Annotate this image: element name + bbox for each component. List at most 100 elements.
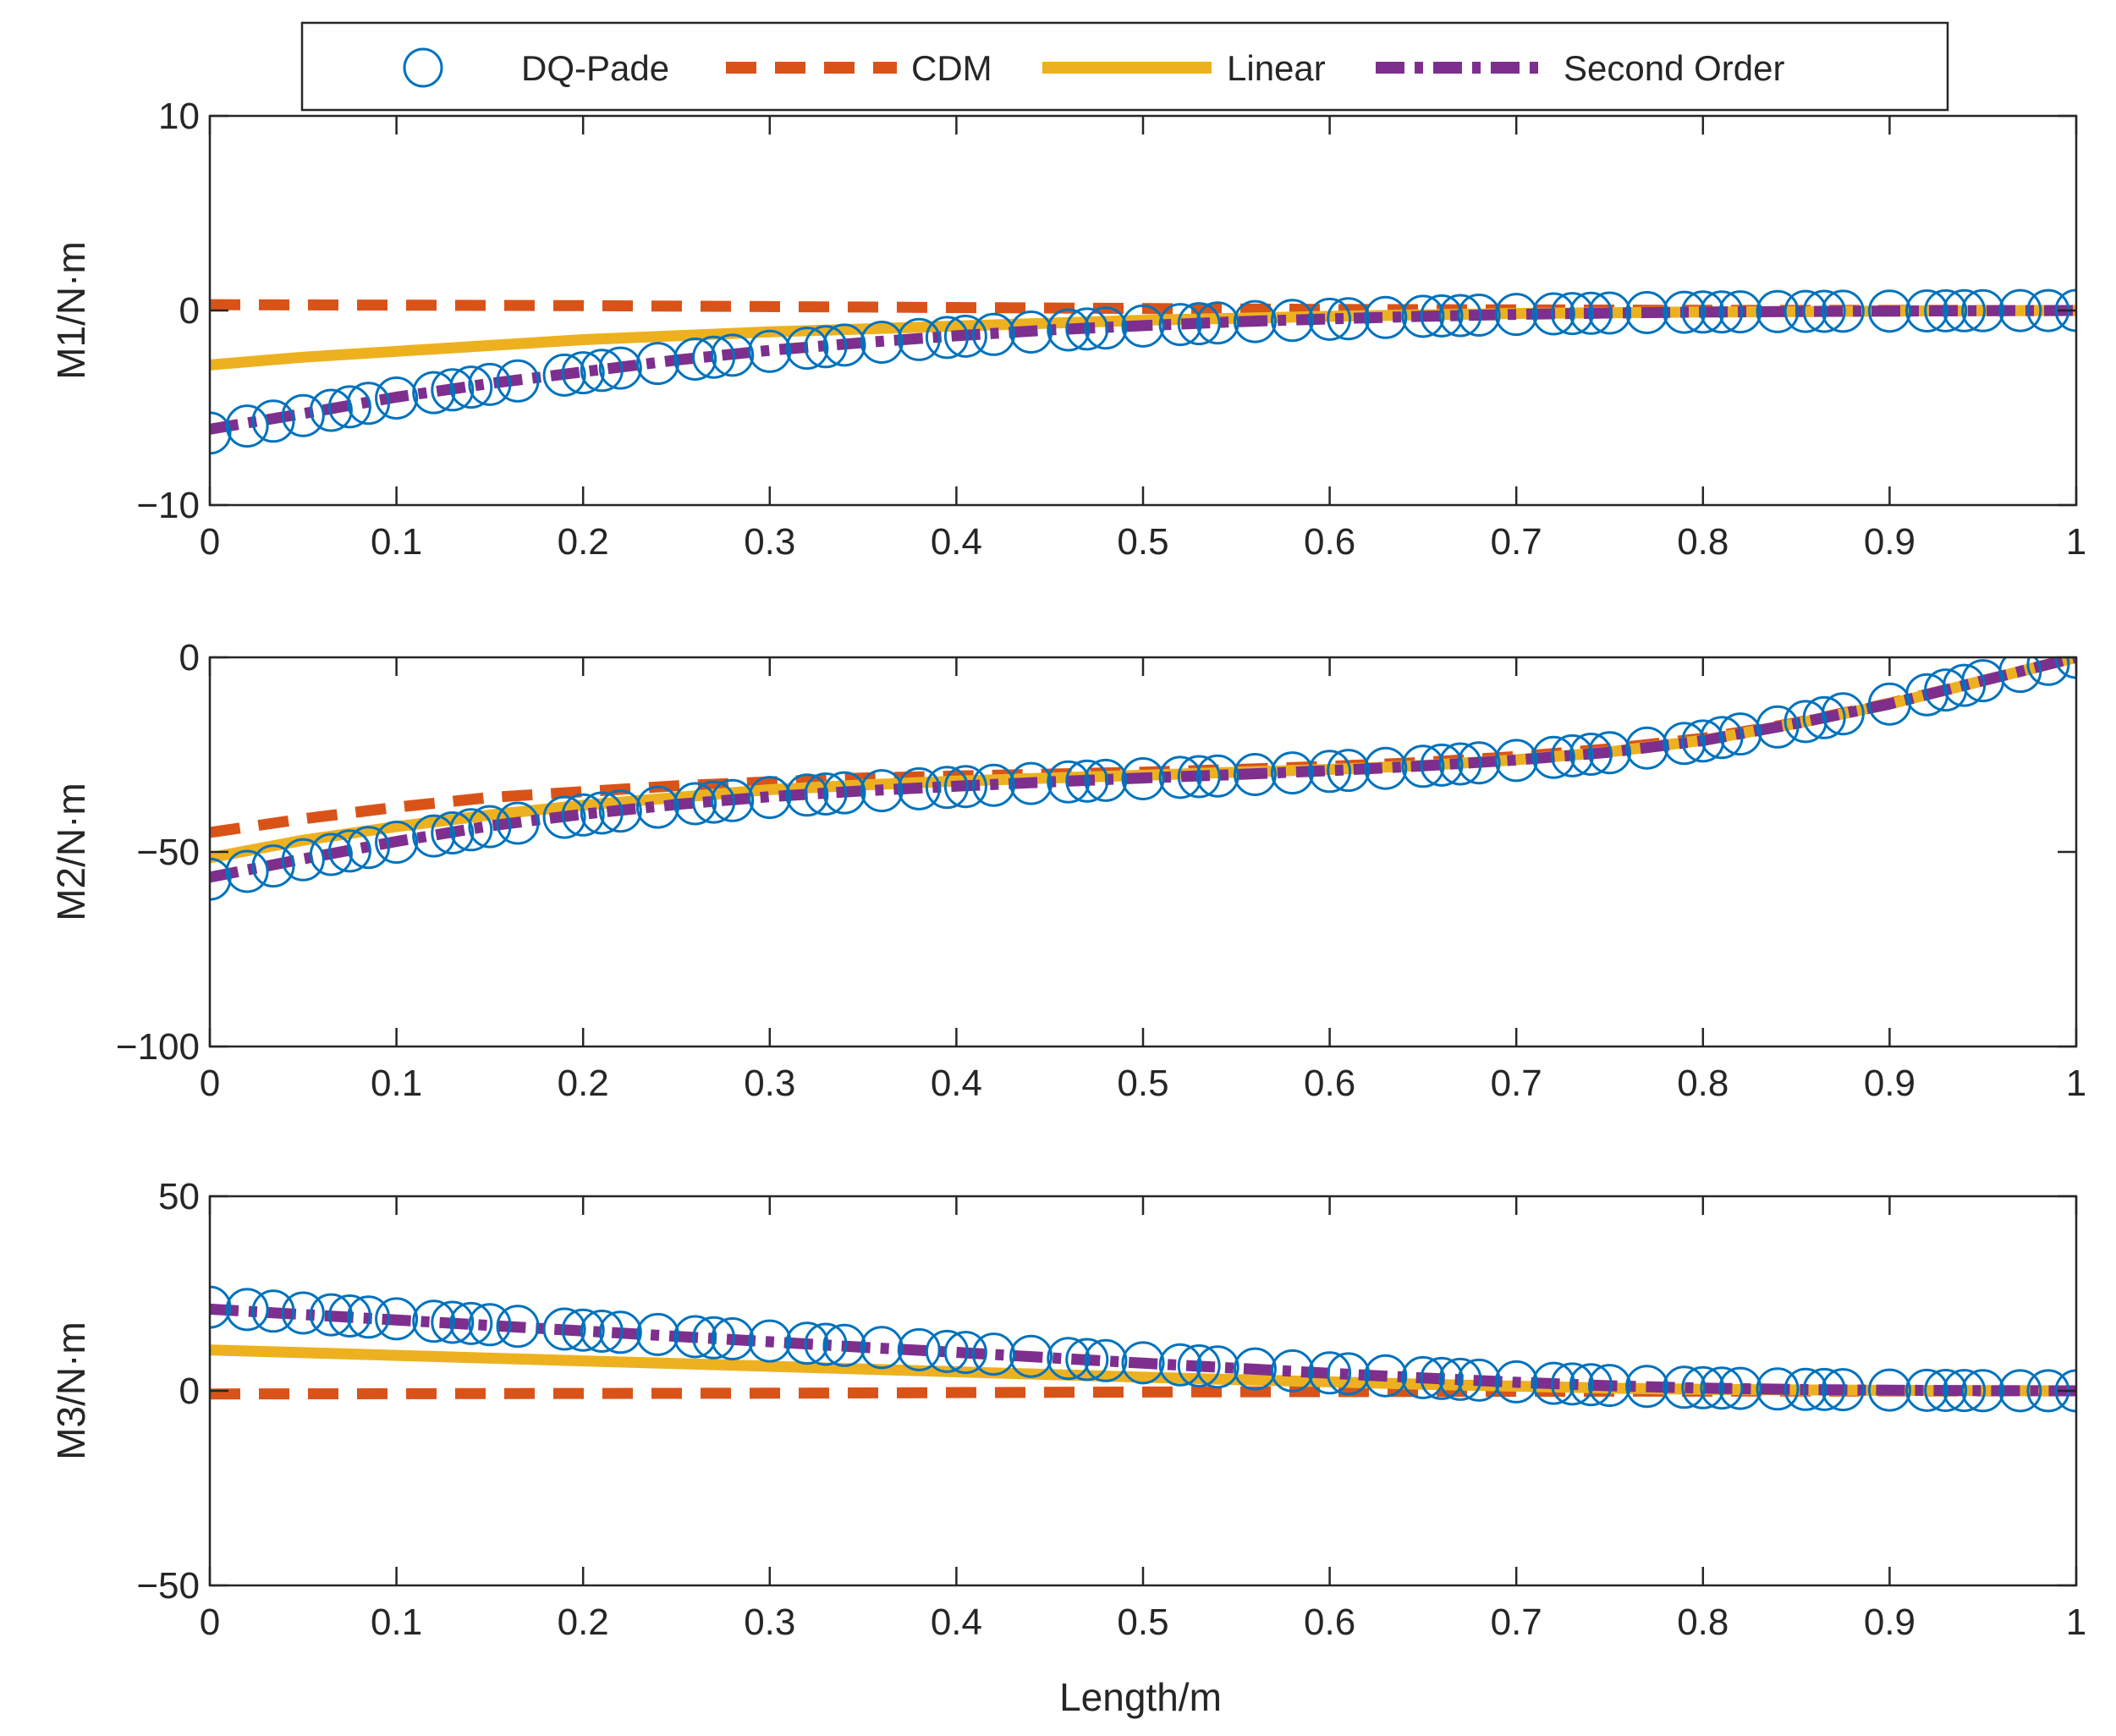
data-point-dq-pade [375,1297,419,1341]
x-tick-label: 0.4 [931,1601,982,1643]
data-point-dq-pade [347,1295,390,1339]
data-point-dq-pade [711,1317,755,1360]
data-point-dq-pade [1457,1358,1501,1402]
data-point-dq-pade [431,811,475,854]
subplot-3: 0 0.1 0.2 0.3 0.4 0.5 0.6 0.7 0.8 0.9 1−50050M3/N·… [49,1176,2086,1643]
data-point-dq-pade [542,353,586,397]
data-point-dq-pade [1961,1369,2005,1413]
data-point-dq-pade [1998,1369,2042,1413]
data-point-dq-pade [1177,755,1221,799]
data-point-dq-pade [251,1289,295,1333]
data-point-dq-pade [1783,289,1827,333]
data-point-dq-pade [1065,1338,1109,1382]
subplot-2: 0 0.1 0.2 0.3 0.4 0.5 0.6 0.7 0.8 0.9 1 −100 −50 0 M2/… [49,637,2086,1104]
x-tick-label: 0.4 [931,521,982,563]
x-tick-label: 0.6 [1304,1601,1355,1643]
data-point-dq-pade [1569,291,1613,335]
data-point-dq-pade [598,346,642,390]
data-point-dq-pade [1783,1367,1827,1411]
data-point-dq-pade [1700,1366,1744,1410]
x-tick-label: 0.4 [931,1063,982,1104]
data-point-dq-pade [1681,290,1725,334]
data-point-dq-pade [804,772,848,816]
data-point-dq-pade [1783,700,1827,744]
x-tick-label: 0.9 [1864,1601,1915,1643]
data-point-dq-pade [1569,1363,1613,1407]
y-tick-label: 0 [179,1371,200,1412]
plot-area [210,657,2076,901]
data-point-dq-pade [860,1326,904,1370]
y-tick-label: −50 [136,1565,200,1607]
data-point-dq-pade [1663,722,1707,766]
data-point-dq-pade [1569,733,1613,776]
data-point-dq-pade [598,789,642,833]
data-point-dq-pade [1625,726,1669,770]
data-point-dq-pade [1663,290,1707,334]
data-point-dq-pade [251,399,295,443]
data-point-dq-pade [1531,292,1575,336]
data-point-dq-pade [1308,1351,1352,1395]
data-point-dq-pade [1047,760,1091,804]
data-point-dq-pade [1961,288,2005,332]
data-point-dq-pade [1718,290,1762,334]
data-point-dq-pade [1420,1356,1464,1400]
data-point-dq-pade [1802,1367,1846,1411]
data-point-dq-pade [2054,1369,2076,1413]
data-point-dq-pade [1457,741,1501,785]
data-point-dq-pade [1327,1352,1371,1396]
data-point-dq-pade [496,801,540,845]
data-point-dq-pade [1158,755,1202,799]
data-point-dq-pade [210,411,232,455]
data-point-dq-pade [375,376,419,420]
data-point-dq-pade [210,1285,232,1329]
data-point-dq-pade [468,805,512,849]
data-point-dq-pade [822,323,866,367]
data-point-dq-pade [943,1331,987,1375]
data-point-dq-pade [1943,663,1987,707]
data-point-dq-pade [542,795,586,839]
data-point-dq-pade [1718,1366,1762,1410]
x-tick-label: 0 [200,521,220,563]
plot-area [210,1285,2076,1413]
subplot-1: 0 0.1 0.2 0.3 0.4 0.5 0.6 0.7 0.8 0.9 1−10010M1/N·… [49,96,2086,563]
x-tick-label: 0.9 [1864,1063,1915,1104]
data-point-dq-pade [327,829,371,873]
data-point-dq-pade [1625,1365,1669,1409]
data-point-dq-pade [1438,1357,1482,1401]
data-point-dq-pade [496,359,540,403]
data-point-dq-pade [1177,1344,1221,1387]
data-point-dq-pade [1327,749,1371,793]
data-point-dq-pade [1588,731,1631,775]
data-point-dq-pade [1308,750,1352,794]
data-point-dq-pade [2026,657,2070,686]
data-point-dq-pade [692,1316,736,1360]
data-point-dq-pade [347,826,390,870]
data-point-dq-pade [1271,751,1314,795]
data-point-dq-pade [1177,302,1221,346]
data-point-dq-pade [1494,739,1538,783]
y-axis-label: M3/N·m [49,1321,93,1460]
data-point-dq-pade [1047,1337,1091,1381]
data-point-dq-pade [2054,288,2076,332]
x-tick-label: 0.5 [1117,1063,1168,1104]
data-point-dq-pade [785,327,829,371]
data-point-dq-pade [1494,293,1538,337]
data-point-dq-pade [1420,743,1464,787]
data-point-dq-pade [309,388,353,432]
data-point-dq-pade [1233,299,1277,343]
data-point-dq-pade [1550,733,1594,777]
x-axis-label: Length/m [1059,1675,1222,1719]
data-point-dq-pade [1195,301,1239,345]
legend-marker-dq-pade [403,47,443,88]
data-point-dq-pade [692,780,736,824]
data-point-dq-pade [1821,1368,1865,1412]
series-line-cdm [210,299,2076,316]
data-point-dq-pade [785,1321,829,1365]
x-tick-label: 0.1 [371,1063,422,1104]
data-point-dq-pade [1195,1345,1239,1389]
data-point-dq-pade [327,385,371,429]
data-point-dq-pade [1121,304,1165,348]
data-point-dq-pade [1327,297,1371,341]
